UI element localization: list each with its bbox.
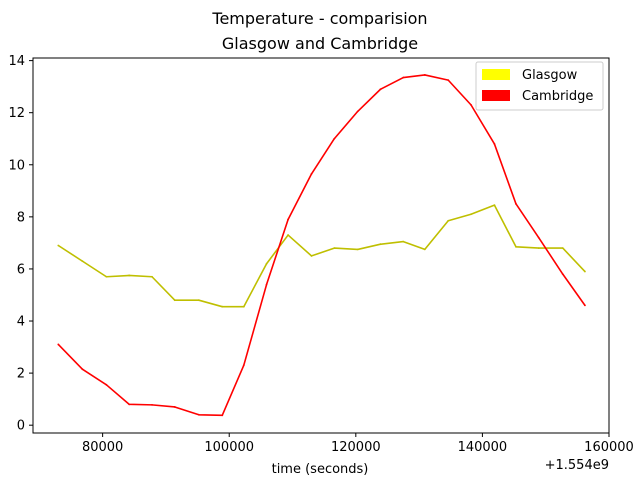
data-point-cambridge [57, 343, 60, 346]
data-point-cambridge [310, 172, 313, 175]
x-tick-label: 120000 [331, 440, 381, 455]
data-point-glasgow [265, 262, 268, 265]
chart-title: Temperature - comparision [211, 9, 427, 28]
x-axis-offset-label: +1.554e9 [545, 458, 609, 473]
y-tick-label: 0 [17, 419, 25, 434]
series-line-glasgow [57, 204, 586, 308]
data-point-cambridge [493, 143, 496, 145]
data-point-cambridge [81, 368, 84, 371]
data-point-cambridge [379, 88, 382, 91]
x-tick-label: 160000 [584, 440, 634, 455]
x-axis: 80000 100000 120000 140000 160000 [82, 433, 634, 455]
data-point-glasgow [493, 204, 496, 207]
data-point-glasgow [333, 247, 336, 250]
plot-frame [32, 57, 610, 434]
data-point-glasgow [287, 234, 289, 236]
plot-area [57, 74, 586, 417]
data-point-glasgow [356, 248, 359, 251]
y-axis: 0 2 4 6 8 10 12 14 [8, 54, 33, 434]
data-point-glasgow [515, 245, 517, 248]
x-tick-label: 80000 [82, 440, 123, 455]
data-point-glasgow [173, 299, 176, 302]
legend: Glasgow Cambridge [475, 61, 604, 111]
data-point-cambridge [584, 304, 586, 307]
data-point-cambridge [173, 406, 176, 408]
legend-swatch-glasgow [482, 69, 510, 80]
data-point-cambridge [561, 273, 564, 276]
data-point-cambridge [447, 79, 450, 82]
legend-label-cambridge: Cambridge [522, 89, 593, 104]
data-point-glasgow [151, 275, 153, 278]
y-tick-label: 2 [17, 367, 25, 382]
y-tick-label: 10 [8, 158, 25, 173]
data-point-glasgow [423, 248, 426, 251]
data-point-cambridge [515, 202, 517, 205]
series-line-cambridge [57, 74, 586, 417]
data-point-cambridge [197, 413, 200, 416]
data-point-glasgow [402, 240, 405, 243]
legend-swatch-cambridge [482, 90, 510, 101]
data-point-cambridge [128, 403, 131, 406]
data-point-cambridge [287, 218, 289, 221]
data-point-glasgow [197, 299, 200, 302]
data-point-cambridge [423, 74, 426, 76]
data-point-glasgow [470, 213, 472, 216]
data-point-glasgow [57, 244, 60, 247]
y-tick-label: 14 [8, 54, 25, 69]
y-tick-label: 6 [17, 262, 25, 277]
data-point-cambridge [537, 236, 540, 239]
legend-label-glasgow: Glasgow [522, 68, 578, 83]
y-tick-label: 12 [8, 106, 25, 121]
x-tick-label: 140000 [458, 440, 508, 455]
data-point-glasgow [561, 247, 564, 250]
data-point-glasgow [81, 260, 84, 263]
data-point-glasgow [447, 219, 450, 222]
data-point-glasgow [584, 270, 586, 273]
data-point-glasgow [379, 243, 382, 246]
data-point-cambridge [470, 103, 472, 106]
data-point-cambridge [265, 283, 268, 286]
data-point-glasgow [128, 274, 131, 277]
y-tick-label: 8 [17, 210, 25, 225]
chart-subtitle: Glasgow and Cambridge [222, 34, 418, 53]
data-point-glasgow [242, 305, 245, 308]
data-point-cambridge [242, 364, 245, 367]
data-point-glasgow [537, 247, 540, 250]
data-point-glasgow [310, 255, 313, 257]
data-point-glasgow [221, 305, 224, 308]
x-tick-label: 100000 [204, 440, 254, 455]
data-point-glasgow [105, 275, 108, 278]
data-point-cambridge [333, 137, 336, 140]
data-point-cambridge [221, 414, 224, 417]
data-point-cambridge [356, 110, 359, 113]
x-axis-label: time (seconds) [272, 462, 369, 477]
y-tick-label: 4 [17, 315, 25, 330]
data-point-cambridge [402, 76, 405, 79]
data-point-cambridge [105, 383, 108, 386]
data-point-cambridge [151, 403, 153, 406]
